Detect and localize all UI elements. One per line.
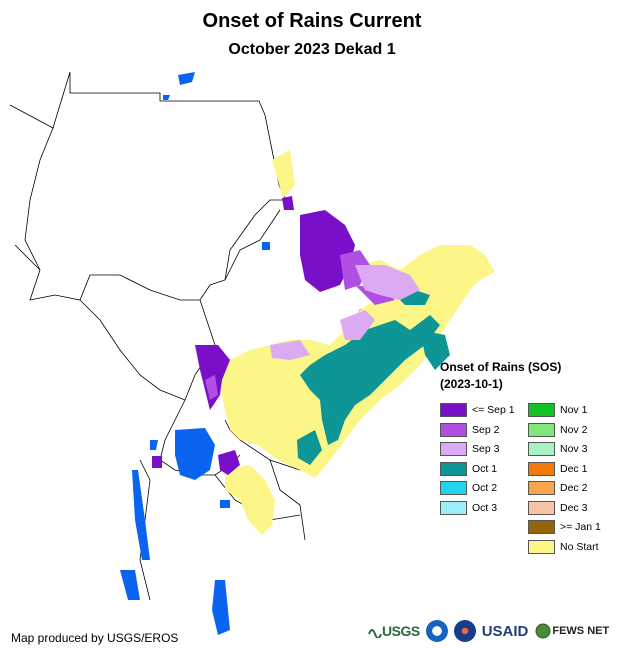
- legend-label: Nov 3: [560, 443, 588, 455]
- legend-swatch: [528, 403, 555, 417]
- legend-label: Oct 1: [472, 462, 498, 475]
- legend-label: Nov 2: [560, 423, 588, 436]
- legend-swatch: [440, 422, 467, 437]
- map-title: Onset of Rains Current: [202, 10, 422, 32]
- legend-item: Oct 2: [440, 479, 497, 497]
- legend-item: >= Jan 1: [528, 518, 601, 536]
- legend-item: Sep 2: [440, 421, 499, 439]
- legend-swatch: [440, 403, 467, 417]
- legend-item: Sep 3: [440, 440, 499, 458]
- legend-label: Nov 1: [560, 404, 588, 416]
- legend-label: Dec 2: [560, 482, 588, 494]
- legend-swatch: [528, 539, 555, 554]
- legend-item: Oct 3: [440, 499, 497, 517]
- legend-label: >= Jan 1: [560, 521, 601, 533]
- legend-label: Dec 3: [560, 501, 588, 514]
- legend-item: Dec 1: [528, 460, 587, 478]
- legend-label: Oct 3: [472, 501, 498, 514]
- nasa-seal-icon: [453, 620, 476, 642]
- legend-swatch: [528, 500, 555, 515]
- legend-swatch: [440, 500, 467, 515]
- legend-swatch: [440, 461, 467, 476]
- logo-bar: USGS USAID FEWS NET: [368, 618, 615, 644]
- legend-label: <= Sep 1: [472, 404, 515, 416]
- usgs-icon: [368, 629, 382, 638]
- legend-item: Nov 3: [528, 440, 587, 458]
- usgs-logo-text: USGS: [382, 623, 420, 639]
- region-sep-3: [270, 265, 420, 360]
- legend-item: No Start: [528, 538, 599, 556]
- legend-label: Sep 2: [472, 423, 500, 436]
- usgs-logo: USGS: [368, 623, 420, 639]
- legend-label: Sep 3: [472, 443, 500, 455]
- legend-item: Dec 2: [528, 479, 587, 497]
- legend-label: Oct 2: [472, 482, 498, 494]
- legend-swatch: [528, 520, 555, 534]
- fews-logo-text: FEWS NET: [552, 625, 610, 637]
- legend-swatch: [528, 481, 555, 495]
- fews-logo: FEWS NET: [534, 622, 609, 640]
- globe-icon: [535, 623, 551, 639]
- legend-item: Nov 1: [528, 401, 587, 419]
- usaid-logo: USAID: [482, 623, 529, 640]
- legend-item: Oct 1: [440, 460, 497, 478]
- legend-title: Onset of Rains (SOS): [440, 360, 562, 374]
- noaa-logo: [425, 620, 448, 642]
- legend-swatch: [528, 422, 555, 437]
- legend-label: Dec 1: [560, 462, 588, 475]
- legend-swatch: [440, 442, 467, 456]
- legend-item: <= Sep 1: [440, 401, 515, 419]
- legend-date: (2023-10-1): [440, 377, 503, 391]
- legend-swatch: [440, 481, 467, 495]
- nasa-logo: [453, 620, 476, 642]
- map-credit: Map produced by USGS/EROS: [11, 631, 179, 645]
- legend-label: No Start: [560, 540, 599, 553]
- legend-items: <= Sep 1 Sep 2 Sep 3 Oct 1 Oct 2 Oct 3 Nov 1 No…: [440, 401, 620, 561]
- legend-swatch: [528, 461, 555, 476]
- usaid-logo-text: USAID: [481, 622, 529, 640]
- map-subtitle: October 2023 Dekad 1: [228, 41, 396, 58]
- water-bodies: [120, 72, 270, 635]
- legend-item: Nov 2: [528, 421, 587, 439]
- legend-swatch: [528, 442, 555, 456]
- region-oct-1: [297, 290, 450, 465]
- legend: Onset of Rains (SOS) (2023-10-1) <= Sep …: [440, 360, 620, 561]
- noaa-seal-icon: [425, 620, 448, 642]
- legend-item: Dec 3: [528, 499, 587, 517]
